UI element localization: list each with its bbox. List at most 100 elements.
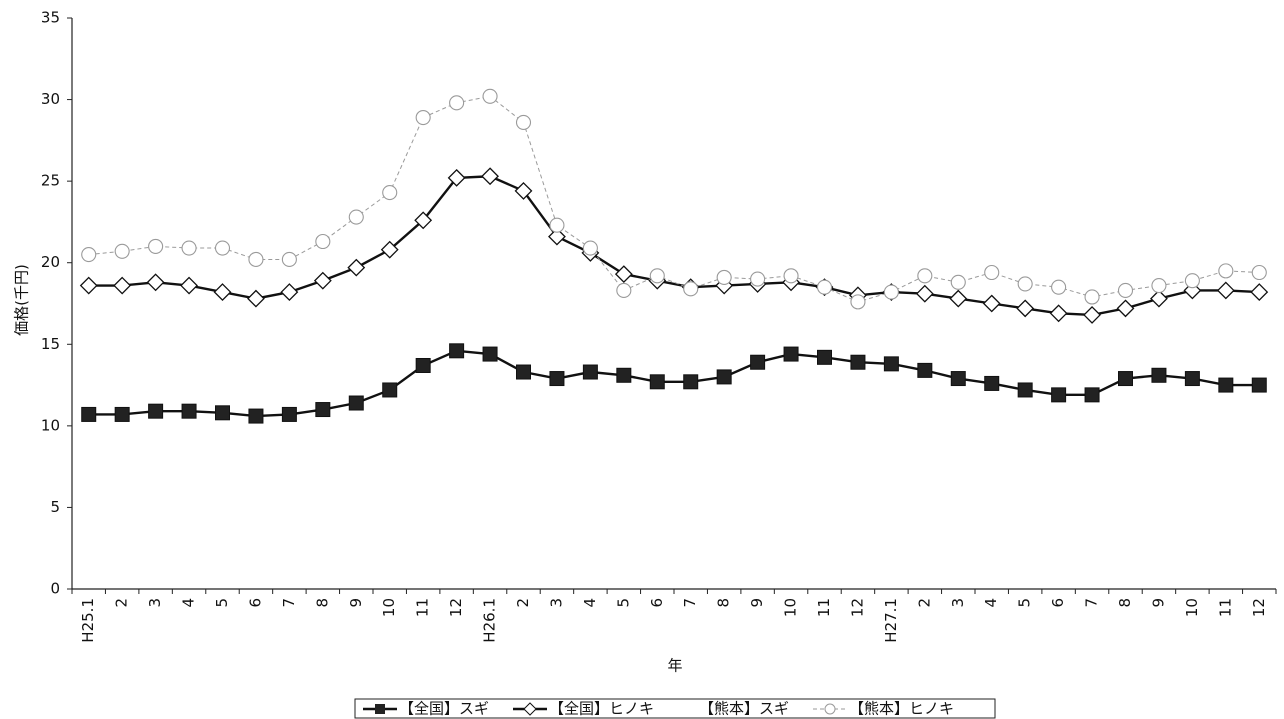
point	[247, 289, 265, 308]
point	[113, 276, 132, 295]
point	[515, 114, 532, 130]
point	[616, 282, 632, 298]
y-tick-label: 35	[41, 9, 60, 27]
x-tick-label: 12	[1250, 598, 1268, 617]
point	[1184, 371, 1200, 387]
series-line	[88, 95, 1260, 303]
point	[1051, 387, 1067, 403]
point	[146, 273, 165, 292]
point	[982, 294, 1001, 313]
legend-label: 【熊本】ヒノキ	[849, 700, 954, 718]
x-tick-label: 8	[715, 598, 733, 608]
point	[315, 402, 331, 418]
point	[984, 264, 1000, 281]
x-tick-label: 10	[1183, 598, 1201, 617]
point	[1218, 377, 1234, 393]
point	[614, 265, 633, 284]
point	[481, 167, 499, 186]
point	[281, 251, 297, 268]
point	[549, 371, 565, 387]
legend-marker	[375, 704, 385, 714]
legend-label: 【全国】スギ	[399, 700, 489, 718]
point	[817, 349, 832, 365]
point	[148, 403, 164, 419]
point	[549, 217, 565, 233]
x-tick-label: 5	[1016, 598, 1034, 608]
point	[950, 274, 966, 290]
point	[850, 354, 866, 370]
point	[683, 281, 699, 297]
point	[180, 276, 198, 295]
x-tick-label: 5	[614, 598, 632, 608]
point	[1017, 276, 1033, 292]
point	[280, 283, 299, 301]
point	[582, 240, 598, 256]
point	[683, 374, 699, 390]
point	[1117, 282, 1134, 298]
x-tick-label: H26.1	[481, 598, 499, 643]
point	[949, 289, 968, 308]
x-tick-label: 10	[380, 598, 398, 617]
x-tick-label: 3	[146, 598, 164, 608]
point	[750, 354, 766, 370]
point	[482, 346, 498, 362]
point	[1084, 289, 1100, 305]
point	[181, 240, 197, 256]
point	[1016, 299, 1035, 318]
point	[917, 362, 933, 378]
point	[783, 346, 799, 362]
point	[382, 382, 398, 398]
x-tick-label: 2	[113, 598, 131, 608]
point	[1083, 306, 1101, 324]
point	[1151, 278, 1167, 294]
point	[79, 276, 98, 295]
point	[213, 283, 232, 301]
point	[1251, 377, 1267, 393]
y-tick-label: 10	[41, 416, 60, 434]
point	[816, 279, 833, 295]
point	[1084, 387, 1100, 403]
point	[81, 406, 97, 422]
point	[616, 367, 632, 383]
point	[1250, 283, 1269, 301]
x-tick-label: 4	[982, 598, 1000, 608]
legend-marker	[824, 703, 836, 715]
point	[281, 406, 297, 422]
point	[313, 271, 332, 290]
point	[248, 408, 264, 424]
x-tick-label: 6	[1049, 598, 1067, 608]
x-tick-label: 8	[1116, 598, 1134, 608]
legend-label: 【熊本】スギ	[699, 700, 789, 718]
x-tick-label: 5	[213, 598, 231, 608]
point	[950, 371, 966, 387]
point	[514, 182, 533, 200]
x-tick-label: 7	[681, 598, 699, 608]
point	[1116, 299, 1135, 318]
point	[380, 240, 399, 259]
y-tick-label: 20	[41, 253, 60, 271]
point	[1218, 263, 1234, 279]
point	[516, 364, 531, 380]
point	[315, 233, 331, 250]
point	[415, 109, 431, 126]
legend-item: 【熊本】ヒノキ	[813, 700, 954, 718]
point	[449, 343, 465, 359]
point	[1118, 371, 1133, 387]
point	[850, 294, 866, 310]
point	[414, 211, 433, 230]
legend-item: 【熊本】スギ	[663, 700, 789, 718]
x-tick-label: 9	[1149, 598, 1167, 608]
x-tick-label: 2	[514, 598, 532, 608]
x-tick-label: 9	[347, 598, 365, 608]
y-tick-label: 25	[41, 172, 60, 190]
point	[1251, 264, 1267, 281]
point	[248, 251, 264, 268]
point	[984, 375, 1000, 391]
point	[915, 284, 934, 303]
point	[348, 209, 364, 225]
y-tick-label: 0	[50, 580, 60, 598]
point	[649, 374, 665, 390]
point	[917, 268, 933, 284]
point	[1017, 382, 1033, 398]
